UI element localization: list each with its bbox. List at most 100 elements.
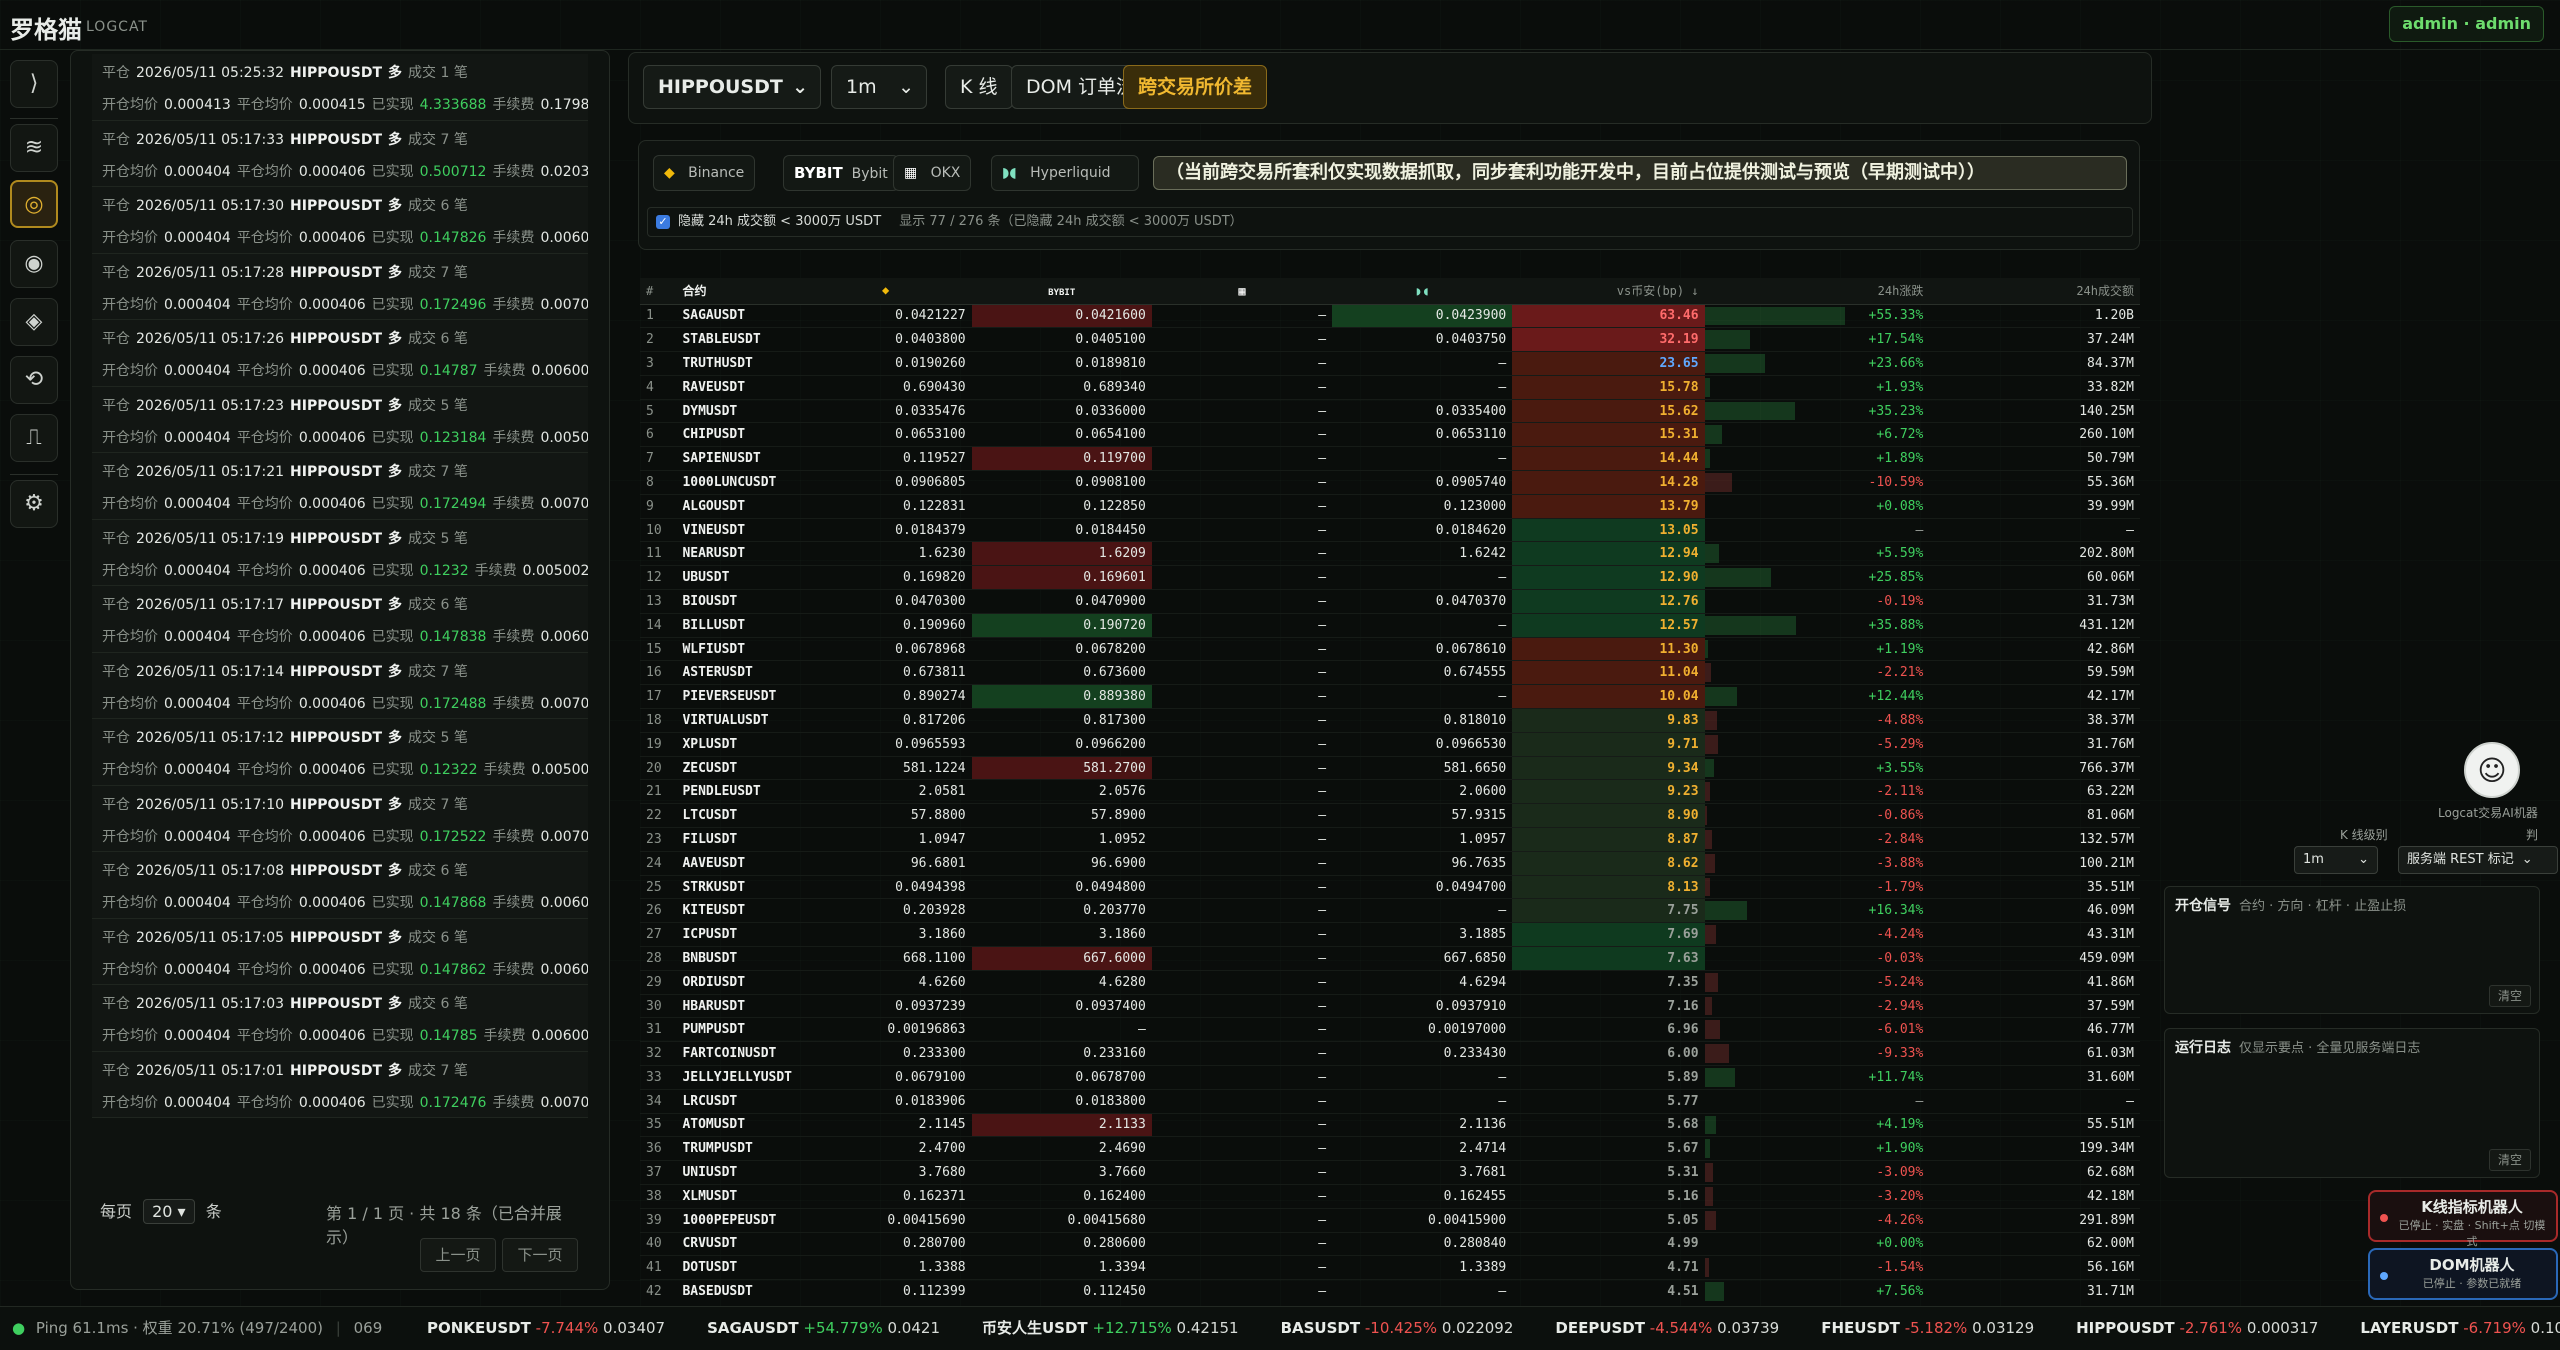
table-row[interactable]: 6 CHIPUSDT 0.0653100 0.0654100–0.0653110 15.… bbox=[640, 422, 2140, 448]
kline-level-select[interactable]: 1m ⌄ bbox=[2294, 846, 2378, 874]
table-row[interactable]: 9 ALGOUSDT 0.122831 0.122850–0.123000 13.79 +… bbox=[640, 494, 2140, 519]
trade-item[interactable]: 平仓 2026/05/11 05:17:19 HIPPOUSDT 多成交 5 笔开仓均… bbox=[92, 519, 588, 586]
chevron-right-icon[interactable]: ⟩ bbox=[10, 60, 58, 108]
trade-item[interactable]: 平仓 2026/05/11 05:17:26 HIPPOUSDT 多成交 6 笔开仓均… bbox=[92, 320, 588, 387]
trade-item[interactable]: 平仓 2026/05/11 05:17:01 HIPPOUSDT 多成交 7 笔开仓均… bbox=[92, 1051, 588, 1118]
col-24h-volume[interactable]: 24h成交额 bbox=[1929, 278, 2140, 305]
hide-low-volume-checkbox[interactable]: ✓ bbox=[656, 214, 670, 229]
exchange-bybit[interactable]: BYBIT Bybit bbox=[783, 155, 899, 191]
table-row[interactable]: 12 UBUSDT 0.169820 0.169601– –12.90 +25.85% 60… bbox=[640, 565, 2140, 591]
table-row[interactable]: 18 VIRTUALUSDT 0.817206 0.817300–0.818010 9.… bbox=[640, 708, 2140, 733]
trade-item[interactable]: 平仓 2026/05/11 05:17:33 HIPPOUSDT 多成交 7 笔开仓均… bbox=[92, 120, 588, 187]
table-row[interactable]: 38 XLMUSDT 0.162371 0.162400–0.162455 5.16 -3… bbox=[640, 1184, 2140, 1209]
tab-arbitrage[interactable]: 跨交易所价差 bbox=[1123, 65, 1268, 109]
table-row[interactable]: 42 BASEDUSDT 0.112399 0.112450– –4.51 +7.56% 3… bbox=[640, 1279, 2140, 1302]
table-row[interactable]: 34 LRCUSDT 0.0183906 0.0183800– –5.77– – bbox=[640, 1089, 2140, 1114]
table-row[interactable]: 39 1000PEPEUSDT 0.00415690 0.00415680–0.004… bbox=[640, 1208, 2140, 1233]
history-icon[interactable]: ⟲ bbox=[10, 356, 58, 404]
dom-robot-button[interactable]: DOM机器人 已停止 · 参数已就绪 bbox=[2368, 1248, 2558, 1300]
table-row[interactable]: 36 TRUMPUSDT 2.4700 2.4690–2.4714 5.67 +1.90%… bbox=[640, 1136, 2140, 1162]
trade-item[interactable]: 平仓 2026/05/11 05:17:30 HIPPOUSDT 多成交 6 笔开仓均… bbox=[92, 187, 588, 254]
next-page-button[interactable]: 下一页 bbox=[502, 1238, 578, 1272]
trade-item[interactable]: 平仓 2026/05/11 05:17:28 HIPPOUSDT 多成交 7 笔开仓均… bbox=[92, 253, 588, 320]
table-row[interactable]: 1 SAGAUSDT 0.0421227 0.0421600–0.0423900 63.… bbox=[640, 304, 2140, 329]
trade-item[interactable]: 平仓 2026/05/11 05:17:14 HIPPOUSDT 多成交 7 笔开仓均… bbox=[92, 652, 588, 719]
table-row[interactable]: 16 ASTERUSDT 0.673811 0.673600–0.674555 11.0… bbox=[640, 660, 2140, 686]
table-row[interactable]: 37 UNIUSDT 3.7680 3.7660–3.7681 5.31 -3.09% 62… bbox=[640, 1160, 2140, 1185]
table-row[interactable]: 17 PIEVERSEUSDT 0.890274 0.889380– –10.04 +12… bbox=[640, 684, 2140, 710]
col-hyperliquid[interactable]: ◗◖ bbox=[1332, 278, 1513, 305]
table-row[interactable]: 14 BILLUSDT 0.190960 0.190720– –12.57 +35.88%… bbox=[640, 613, 2140, 638]
trade-item[interactable]: 平仓 2026/05/11 05:17:08 HIPPOUSDT 多成交 6 笔开仓均… bbox=[92, 852, 588, 919]
trade-item[interactable]: 平仓 2026/05/11 05:17:23 HIPPOUSDT 多成交 5 笔开仓均… bbox=[92, 386, 588, 453]
trade-item[interactable]: 平仓 2026/05/11 05:17:12 HIPPOUSDT 多成交 5 笔开仓均… bbox=[92, 719, 588, 786]
exchange-hyperliquid[interactable]: ◗◖ Hyperliquid bbox=[991, 155, 1139, 191]
ticker-item[interactable]: BASUSDT -10.425% 0.022092 bbox=[1280, 1319, 1514, 1337]
table-row[interactable]: 5 DYMUSDT 0.0335476 0.0336000–0.0335400 15.6… bbox=[640, 399, 2140, 424]
table-row[interactable]: 8 1000LUNCUSDT 0.0906805 0.0908100–0.090574… bbox=[640, 470, 2140, 495]
ticker-item[interactable]: DEEPUSDT -4.544% 0.03739 bbox=[1555, 1319, 1780, 1337]
interval-select[interactable]: 1m ⌄ bbox=[831, 65, 927, 109]
trade-item[interactable]: 平仓 2026/05/11 05:17:17 HIPPOUSDT 多成交 6 笔开仓均… bbox=[92, 586, 588, 653]
record-icon[interactable]: ◉ bbox=[10, 240, 58, 288]
table-row[interactable]: 4 RAVEUSDT 0.690430 0.689340– –15.78 +1.93% 33… bbox=[640, 375, 2140, 400]
table-row[interactable]: 10 VINEUSDT 0.0184379 0.0184450–0.0184620 13… bbox=[640, 518, 2140, 543]
trade-item[interactable]: 平仓 2026/05/11 05:17:05 HIPPOUSDT 多成交 6 笔开仓均… bbox=[92, 918, 588, 985]
waves-icon[interactable]: ≋ bbox=[10, 124, 58, 172]
table-row[interactable]: 23 FILUSDT 1.0947 1.0952–1.0957 8.87 -2.84% 13… bbox=[640, 827, 2140, 852]
table-row[interactable]: 2 STABLEUSDT 0.0403800 0.0405100–0.0403750 3… bbox=[640, 327, 2140, 353]
signal-clear-button[interactable]: 清空 bbox=[2488, 985, 2531, 1007]
trade-item[interactable]: 平仓 2026/05/11 05:17:21 HIPPOUSDT 多成交 7 笔开仓均… bbox=[92, 453, 588, 520]
table-row[interactable]: 40 CRVUSDT 0.280700 0.280600–0.280840 4.99 +0… bbox=[640, 1232, 2140, 1257]
table-row[interactable]: 33 JELLYJELLYUSDT 0.0679100 0.0678700– –5.89… bbox=[640, 1065, 2140, 1090]
col-symbol[interactable]: 合约 bbox=[676, 278, 800, 305]
candle-icon[interactable]: ⎍ bbox=[10, 414, 58, 462]
table-row[interactable]: 31 PUMPUSDT 0.00196863– –0.00197000 6.96 -6.0… bbox=[640, 1017, 2140, 1043]
diamond-icon[interactable]: ◈ bbox=[10, 298, 58, 346]
table-row[interactable]: 15 WLFIUSDT 0.0678968 0.0678200–0.0678610 11… bbox=[640, 637, 2140, 662]
table-row[interactable]: 41 DOTUSDT 1.3388 1.3394–1.3389 4.71 -1.54% 56… bbox=[640, 1255, 2140, 1281]
trade-item[interactable]: 平仓 2026/05/11 05:17:10 HIPPOUSDT 多成交 7 笔开仓均… bbox=[92, 785, 588, 852]
col-binance[interactable]: ◆ bbox=[799, 278, 972, 305]
table-row[interactable]: 11 NEARUSDT 1.6230 1.6209–1.6242 12.94 +5.59%… bbox=[640, 541, 2140, 567]
log-clear-button[interactable]: 清空 bbox=[2488, 1149, 2531, 1171]
table-row[interactable]: 32 FARTCOINUSDT 0.233300 0.233160–0.233430 6… bbox=[640, 1041, 2140, 1066]
col-bybit[interactable]: BYBIT bbox=[971, 278, 1152, 305]
hide-low-volume-label[interactable]: 隐藏 24h 成交额 < 3000万 USDT bbox=[678, 214, 882, 229]
trade-item[interactable]: 平仓 2026/05/11 05:17:03 HIPPOUSDT 多成交 6 笔开仓均… bbox=[92, 985, 588, 1052]
exchange-binance[interactable]: ◆ Binance bbox=[653, 155, 756, 191]
exchange-okx[interactable]: ▦ OKX bbox=[893, 155, 972, 191]
trade-item[interactable]: 平仓 2026/05/11 05:25:32 HIPPOUSDT 多成交 1 笔开仓均… bbox=[92, 54, 588, 121]
table-row[interactable]: 21 PENDLEUSDT 2.0581 2.0576–2.0600 9.23 -2.11… bbox=[640, 779, 2140, 805]
col-24h-change[interactable]: 24h涨跌 bbox=[1704, 278, 1930, 305]
prev-page-button[interactable]: 上一页 bbox=[420, 1238, 496, 1272]
table-row[interactable]: 20 ZECUSDT 581.1224 581.2700–581.6650 9.34 +3… bbox=[640, 756, 2140, 781]
per-page-select[interactable]: 20 ▾ bbox=[143, 1199, 195, 1224]
target-icon[interactable]: ◎ bbox=[10, 180, 58, 228]
table-row[interactable]: 7 SAPIENUSDT 0.119527 0.119700– –14.44 +1.89%… bbox=[640, 446, 2140, 472]
table-row[interactable]: 30 HBARUSDT 0.0937239 0.0937400–0.0937910 7.… bbox=[640, 994, 2140, 1019]
symbol-select[interactable]: HIPPOUSDT ⌄ bbox=[643, 65, 821, 109]
table-row[interactable]: 13 BIOUSDT 0.0470300 0.0470900–0.0470370 12.… bbox=[640, 589, 2140, 614]
user-badge[interactable]: admin · admin bbox=[2389, 6, 2544, 42]
table-row[interactable]: 19 XPLUSDT 0.0965593 0.0966200–0.0966530 9.7… bbox=[640, 732, 2140, 757]
table-row[interactable]: 27 ICPUSDT 3.1860 3.1860–3.1885 7.69 -4.24% 43… bbox=[640, 922, 2140, 948]
gear-icon[interactable]: ⚙ bbox=[10, 480, 58, 528]
kline-robot-button[interactable]: K线指标机器人 已停止 · 实盘 · Shift+点 切模式 bbox=[2368, 1190, 2558, 1248]
table-row[interactable]: 3 TRUTHUSDT 0.0190260 0.0189810– –23.65 +23.6… bbox=[640, 351, 2140, 376]
table-row[interactable]: 29 ORDIUSDT 4.6260 4.6280–4.6294 7.35 -5.24% 4… bbox=[640, 970, 2140, 995]
table-row[interactable]: 35 ATOMUSDT 2.1145 2.1133–2.1136 5.68 +4.19% 5… bbox=[640, 1113, 2140, 1138]
ticker-item[interactable]: FHEUSDT -5.182% 0.03129 bbox=[1821, 1319, 2035, 1337]
table-row[interactable]: 25 STRKUSDT 0.0494398 0.0494800–0.0494700 8.… bbox=[640, 875, 2140, 900]
table-row[interactable]: 28 BNBUSDT 668.1100 667.6000–667.6850 7.63 -0… bbox=[640, 946, 2140, 971]
tab-kline[interactable]: K 线 bbox=[945, 65, 1013, 109]
ticker-item[interactable]: PONKEUSDT -7.744% 0.03407 bbox=[427, 1319, 666, 1337]
mode-select[interactable]: 服务端 REST 标记 ⌄ bbox=[2398, 846, 2558, 874]
ticker-item[interactable]: 币安人生USDT +12.715% 0.42151 bbox=[982, 1319, 1239, 1337]
table-row[interactable]: 26 KITEUSDT 0.203928 0.203770– –7.75 +16.34% 4… bbox=[640, 898, 2140, 924]
ticker-item[interactable]: LAYERUSDT -6.719% 0.1069 bbox=[2360, 1319, 2560, 1337]
assistant-avatar[interactable]: ☺ bbox=[2464, 742, 2520, 798]
ticker-item[interactable]: HIPPOUSDT -2.761% 0.000317 bbox=[2076, 1319, 2319, 1337]
col-okx[interactable]: ▦ bbox=[1151, 278, 1333, 305]
table-row[interactable]: 22 LTCUSDT 57.8800 57.8900–57.9315 8.90 -0.86… bbox=[640, 803, 2140, 829]
